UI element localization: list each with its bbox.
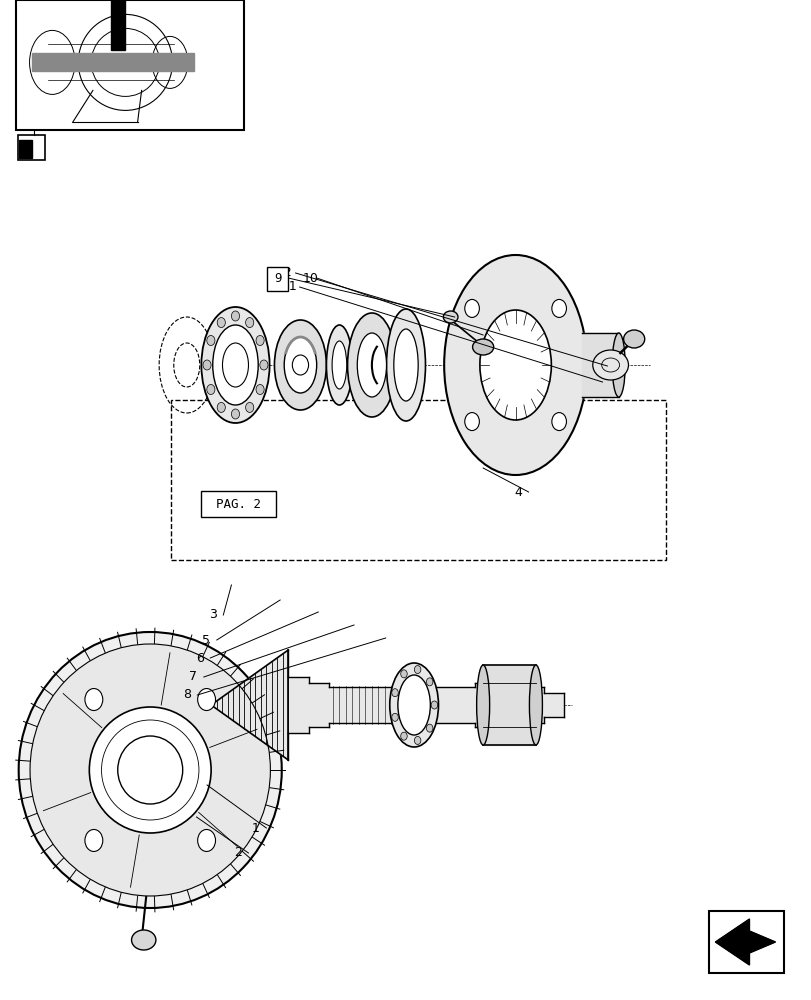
Circle shape	[400, 670, 406, 678]
Text: 3: 3	[208, 608, 217, 621]
Text: 5: 5	[202, 634, 210, 647]
Circle shape	[197, 829, 215, 851]
Polygon shape	[308, 683, 328, 727]
Polygon shape	[32, 53, 194, 71]
Circle shape	[464, 413, 478, 431]
Polygon shape	[328, 687, 393, 723]
Ellipse shape	[212, 325, 258, 405]
Text: 7: 7	[189, 670, 197, 684]
Polygon shape	[483, 665, 535, 745]
Bar	[18, 135, 45, 160]
Ellipse shape	[89, 707, 211, 833]
Ellipse shape	[332, 341, 346, 389]
Text: 1: 1	[251, 822, 260, 834]
Text: 8: 8	[182, 688, 191, 702]
Ellipse shape	[592, 350, 628, 380]
Polygon shape	[393, 683, 414, 727]
Ellipse shape	[19, 632, 281, 908]
Circle shape	[426, 678, 432, 686]
Circle shape	[207, 384, 215, 394]
Ellipse shape	[397, 675, 430, 735]
Circle shape	[217, 402, 225, 412]
Circle shape	[245, 318, 253, 328]
Ellipse shape	[357, 333, 386, 397]
Circle shape	[85, 829, 103, 851]
Ellipse shape	[443, 311, 457, 323]
Circle shape	[551, 413, 566, 431]
Circle shape	[255, 384, 264, 394]
Bar	[170, 400, 665, 560]
Circle shape	[203, 360, 211, 370]
Polygon shape	[511, 687, 543, 723]
Ellipse shape	[201, 307, 269, 423]
Ellipse shape	[326, 325, 352, 405]
Circle shape	[207, 336, 215, 346]
Circle shape	[231, 311, 239, 321]
Ellipse shape	[472, 339, 493, 355]
Bar	[16, 0, 243, 130]
Bar	[201, 491, 276, 517]
Ellipse shape	[131, 930, 156, 950]
Text: 10: 10	[302, 272, 318, 286]
Ellipse shape	[389, 663, 438, 747]
Ellipse shape	[393, 329, 418, 401]
Circle shape	[245, 402, 253, 412]
Circle shape	[217, 318, 225, 328]
Circle shape	[392, 713, 398, 721]
Text: 12: 12	[277, 266, 293, 279]
Ellipse shape	[30, 644, 270, 896]
Circle shape	[260, 360, 268, 370]
Ellipse shape	[284, 337, 316, 393]
Text: 9: 9	[273, 272, 281, 286]
Text: 2: 2	[234, 846, 242, 859]
Polygon shape	[543, 693, 564, 717]
Circle shape	[426, 724, 432, 732]
Text: PAG. 2: PAG. 2	[216, 497, 261, 510]
Bar	[708, 911, 783, 973]
Polygon shape	[474, 683, 511, 727]
Bar	[267, 267, 288, 291]
Ellipse shape	[476, 665, 489, 745]
Circle shape	[255, 336, 264, 346]
Polygon shape	[211, 650, 288, 760]
Circle shape	[85, 689, 103, 711]
Circle shape	[551, 299, 566, 317]
Polygon shape	[714, 919, 775, 965]
Ellipse shape	[529, 665, 542, 745]
Circle shape	[197, 689, 215, 711]
Bar	[483, 665, 535, 745]
Polygon shape	[581, 333, 618, 397]
Text: 6: 6	[195, 652, 204, 664]
Circle shape	[414, 666, 420, 674]
Ellipse shape	[444, 255, 586, 475]
Polygon shape	[414, 687, 474, 723]
Circle shape	[464, 299, 478, 317]
Circle shape	[431, 701, 437, 709]
Circle shape	[231, 409, 239, 419]
Ellipse shape	[611, 333, 624, 397]
Polygon shape	[288, 677, 308, 733]
Ellipse shape	[274, 320, 326, 410]
Text: 11: 11	[281, 280, 297, 294]
Polygon shape	[110, 0, 125, 50]
Ellipse shape	[347, 313, 396, 417]
Polygon shape	[19, 140, 32, 158]
Circle shape	[414, 736, 420, 744]
Text: 4: 4	[513, 486, 521, 498]
Circle shape	[392, 689, 398, 697]
Ellipse shape	[386, 309, 425, 421]
Ellipse shape	[479, 310, 551, 420]
Circle shape	[400, 732, 406, 740]
Ellipse shape	[623, 330, 644, 348]
